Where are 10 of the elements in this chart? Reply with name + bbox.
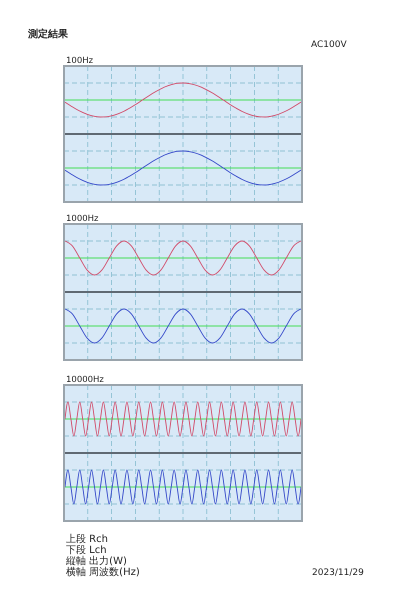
chart-title: 10000Hz bbox=[66, 375, 104, 385]
chart-title: 100Hz bbox=[66, 56, 94, 66]
chart-title: 1000Hz bbox=[66, 214, 100, 224]
text: 上段 Rch bbox=[66, 533, 108, 545]
text: 縦軸 出力(W) bbox=[65, 555, 127, 567]
text: AC100V bbox=[311, 40, 348, 50]
text: 2023/11/29 bbox=[312, 568, 364, 578]
text: 測定結果 bbox=[27, 28, 69, 40]
text: 横軸 周波数(Hz) bbox=[66, 566, 140, 578]
text: 下段 Lch bbox=[66, 544, 107, 556]
